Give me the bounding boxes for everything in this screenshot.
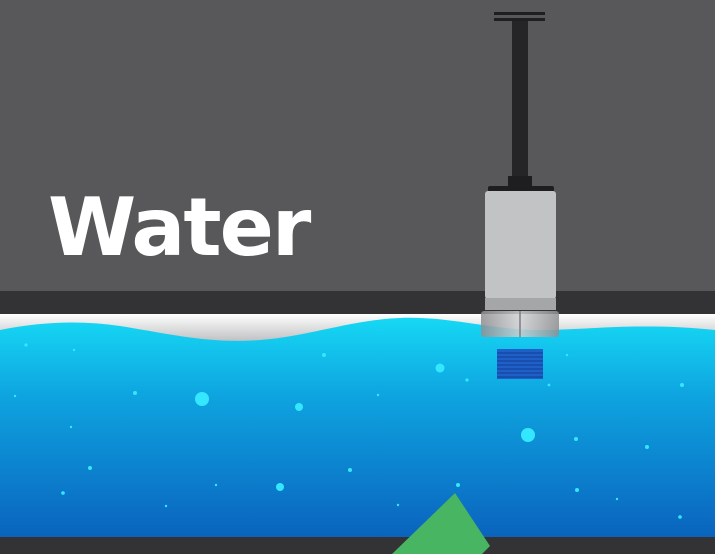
bubble xyxy=(465,378,469,382)
sensor-thread-lines xyxy=(497,352,543,378)
bubbles xyxy=(13,343,684,519)
bubble xyxy=(348,468,352,472)
bubble xyxy=(565,353,569,357)
sensor-body xyxy=(485,191,556,299)
level-sensor-icon xyxy=(481,12,559,379)
bubble xyxy=(61,491,65,495)
bubble xyxy=(322,353,326,357)
sensor-cap-top xyxy=(494,12,545,15)
bubble xyxy=(678,515,682,519)
bubble xyxy=(547,383,551,387)
bubble xyxy=(615,497,619,501)
bubble xyxy=(396,503,400,507)
sensor-rod xyxy=(512,21,528,179)
bubble xyxy=(680,383,684,387)
bubble xyxy=(276,483,284,491)
bubble xyxy=(214,483,218,487)
sensor-band xyxy=(485,298,556,310)
bubble xyxy=(376,393,380,397)
sensor-collar xyxy=(508,176,532,188)
bubble xyxy=(88,466,92,470)
bubble xyxy=(645,445,649,449)
sensor-flange xyxy=(488,186,554,192)
bubble xyxy=(13,394,17,398)
tank-bottom-wall xyxy=(0,537,715,554)
bubble xyxy=(69,425,73,429)
bubble xyxy=(195,392,209,406)
bubble xyxy=(574,437,578,441)
sensor-cap-bottom xyxy=(494,18,545,21)
water-body xyxy=(0,317,715,540)
tank-top-wall xyxy=(0,291,715,315)
bubble xyxy=(24,343,28,347)
bubble xyxy=(456,483,460,487)
page-title: Water xyxy=(48,181,311,274)
bubble xyxy=(295,403,303,411)
level-indicator-pointer xyxy=(392,493,490,554)
bubble xyxy=(575,488,579,492)
sensor-thread xyxy=(497,349,543,379)
bubble xyxy=(435,363,445,373)
bubble xyxy=(72,348,76,352)
bubble xyxy=(521,428,535,442)
bubble xyxy=(164,504,168,508)
bubble xyxy=(133,391,137,395)
